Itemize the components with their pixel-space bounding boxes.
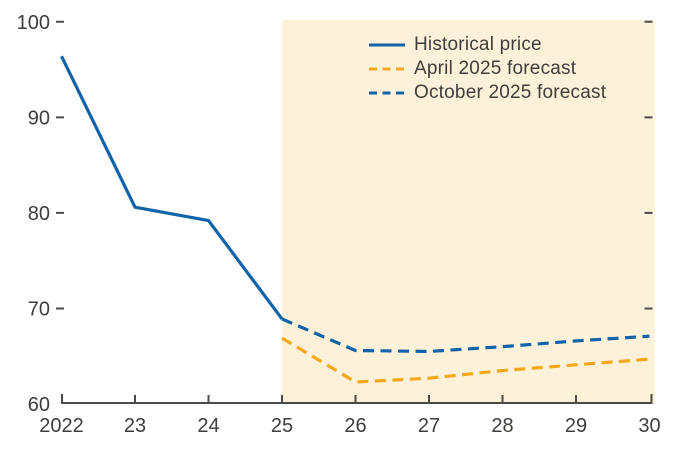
x-axis-tick-label: 28 — [491, 415, 513, 437]
legend-swatch-dashed-blue-line-icon — [369, 91, 405, 94]
legend-item-april-2025-forecast: April 2025 forecast — [368, 57, 606, 80]
legend-label-historical-price: Historical price — [414, 33, 542, 55]
legend-item-historical-price: Historical price — [368, 33, 606, 56]
legend-label-april-2025-forecast: April 2025 forecast — [414, 57, 577, 79]
series-line-0 — [60, 55, 284, 320]
y-axis-tick-label: 80 — [28, 203, 50, 225]
legend-swatch-dashed-yellow-line-icon — [369, 67, 405, 70]
legend-swatch-solid-line-icon — [369, 43, 405, 46]
y-axis-tick-label: 90 — [28, 107, 50, 129]
x-axis-tick-label: 23 — [124, 415, 146, 437]
y-axis-tick-label: 100 — [17, 12, 50, 34]
x-axis-tick-label: 26 — [344, 415, 366, 437]
legend: Historical price April 2025 forecast Oct… — [368, 33, 606, 104]
axes-and-ticks — [56, 20, 653, 404]
x-axis-tick-label: 24 — [197, 415, 219, 437]
x-axis-tick-label: 27 — [418, 415, 440, 437]
y-axis-tick-label: 60 — [28, 394, 50, 416]
legend-item-october-2025-forecast: October 2025 forecast — [368, 81, 606, 104]
x-axis-tick-label: 25 — [271, 415, 293, 437]
series-line-1 — [281, 336, 650, 384]
x-axis-tick-label: 30 — [638, 415, 660, 437]
x-axis-tick-label: 29 — [565, 415, 587, 437]
legend-label-october-2025-forecast: October 2025 forecast — [414, 81, 607, 103]
x-axis-tick-label: 2022 — [39, 415, 84, 437]
y-axis-tick-label: 70 — [28, 298, 50, 320]
